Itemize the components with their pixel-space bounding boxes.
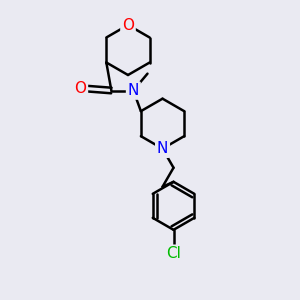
Text: Cl: Cl: [166, 246, 181, 261]
Text: N: N: [128, 83, 139, 98]
Text: O: O: [74, 81, 86, 96]
Text: N: N: [157, 141, 168, 156]
Text: O: O: [122, 17, 134, 32]
